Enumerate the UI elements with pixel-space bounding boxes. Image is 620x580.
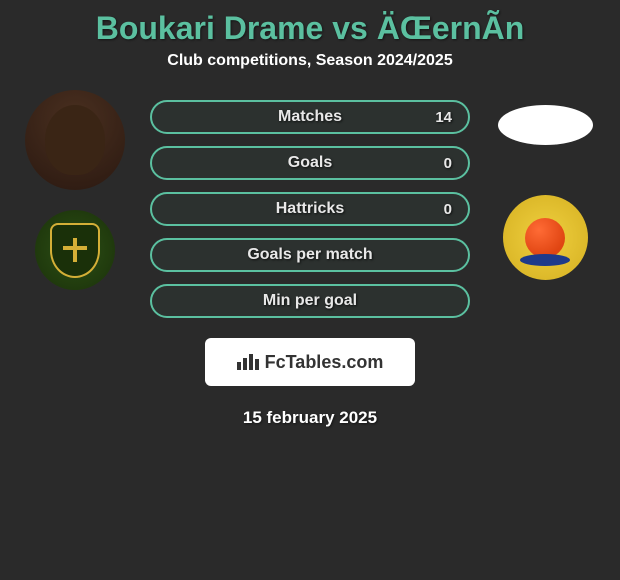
stat-bar-hattricks: Hattricks 0 xyxy=(150,192,470,226)
player-right-column xyxy=(485,90,605,280)
stat-label: Matches xyxy=(278,108,342,126)
stat-label: Min per goal xyxy=(263,292,357,310)
stat-bar-goals: Goals 0 xyxy=(150,146,470,180)
placeholder-avatar xyxy=(498,105,593,145)
club-badge-left xyxy=(35,210,115,290)
stat-bar-goals-per-match: Goals per match xyxy=(150,238,470,272)
date-label: 15 february 2025 xyxy=(10,408,610,428)
page-subtitle: Club competitions, Season 2024/2025 xyxy=(10,52,610,90)
shield-icon xyxy=(50,223,100,278)
avatar-face-icon xyxy=(45,105,105,175)
stat-value: 0 xyxy=(444,201,452,218)
stat-bar-matches: Matches 14 xyxy=(150,100,470,134)
page-title: Boukari Drame vs ÄŒernÃ­n xyxy=(10,0,610,52)
stats-column: Matches 14 Goals 0 Hattricks 0 Goals per… xyxy=(135,90,485,318)
chart-icon xyxy=(237,354,259,370)
stat-value: 0 xyxy=(444,155,452,172)
cross-icon xyxy=(63,238,87,262)
player-left-column xyxy=(15,90,135,290)
brand-logo[interactable]: FcTables.com xyxy=(205,338,415,386)
main-content: Matches 14 Goals 0 Hattricks 0 Goals per… xyxy=(10,90,610,318)
stat-value: 14 xyxy=(435,109,452,126)
player-avatar xyxy=(25,90,125,190)
brand-text: FcTables.com xyxy=(265,352,384,373)
stat-label: Goals per match xyxy=(247,246,372,264)
stat-bar-min-per-goal: Min per goal xyxy=(150,284,470,318)
comparison-widget: Boukari Drame vs ÄŒernÃ­n Club competiti… xyxy=(0,0,620,428)
club-badge-right xyxy=(503,195,588,280)
ball-icon xyxy=(525,218,565,258)
stat-label: Hattricks xyxy=(276,200,344,218)
stat-label: Goals xyxy=(288,154,332,172)
